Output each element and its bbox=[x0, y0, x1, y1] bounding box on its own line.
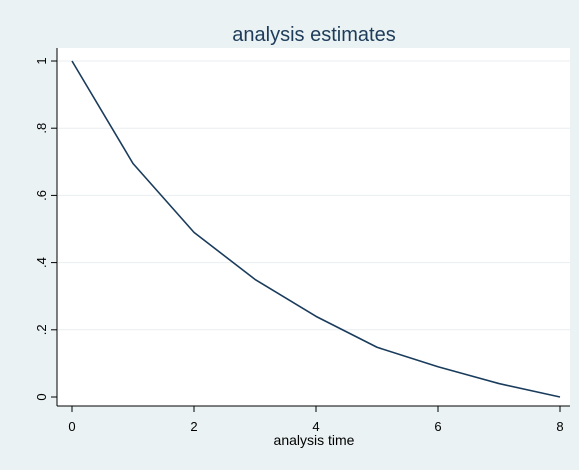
ticks: 0 .2 .4 .6 .8 1 0 2 4 6 8 bbox=[34, 57, 564, 434]
y-tick-label: .2 bbox=[34, 324, 49, 335]
y-tick-label: .8 bbox=[34, 123, 49, 134]
series-layer bbox=[71, 60, 561, 398]
series-line bbox=[71, 60, 561, 398]
y-tick-label: 1 bbox=[34, 57, 49, 64]
grid-lines bbox=[58, 60, 570, 331]
x-tick-label: 8 bbox=[556, 419, 563, 434]
x-tick-label: 2 bbox=[190, 419, 197, 434]
y-tick-label: .4 bbox=[34, 257, 49, 268]
axes bbox=[56, 48, 570, 407]
y-tick-label: 0 bbox=[34, 393, 49, 400]
x-axis-label: analysis time bbox=[274, 432, 355, 448]
x-tick-label: 6 bbox=[434, 419, 441, 434]
plot-area bbox=[57, 48, 570, 406]
chart-title: analysis estimates bbox=[232, 24, 395, 46]
y-tick-label: .6 bbox=[34, 190, 49, 201]
x-tick-label: 4 bbox=[312, 419, 319, 434]
x-tick-label: 0 bbox=[68, 419, 75, 434]
